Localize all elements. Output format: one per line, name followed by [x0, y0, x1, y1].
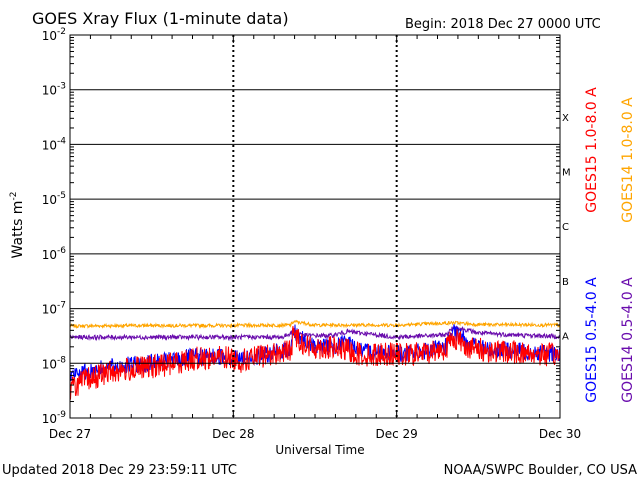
y-tick-label: 10-2	[42, 27, 66, 43]
grid-layer	[70, 35, 560, 418]
chart-title: GOES Xray Flux (1-minute data)	[32, 9, 289, 28]
x-tick-label: Dec 28	[212, 427, 254, 441]
y-axis-label-exponent: -2	[9, 192, 19, 201]
legend-entry: GOES15 1.0-8.0 A	[584, 87, 600, 213]
y-tick-base: 10	[42, 193, 57, 207]
y-tick-base: 10	[42, 84, 57, 98]
y-tick-exponent: -7	[57, 301, 66, 311]
x-tick-label: Dec 27	[49, 427, 91, 441]
y-tick-base: 10	[42, 412, 57, 426]
y-tick-exponent: -2	[57, 27, 66, 37]
flare-class-label: M	[562, 168, 571, 179]
y-tick-label: 10-6	[42, 246, 67, 262]
y-tick-base: 10	[42, 357, 57, 371]
flare-class-label: C	[562, 222, 569, 233]
y-tick-exponent: -3	[57, 82, 66, 92]
y-tick-base: 10	[42, 29, 57, 43]
y-tick-exponent: -8	[57, 355, 66, 365]
flare-class-label: B	[562, 277, 569, 288]
y-tick-exponent: -9	[57, 410, 66, 420]
y-axis-label: Watts m-2	[9, 192, 26, 259]
y-tick-label: 10-3	[42, 82, 66, 98]
y-tick-label: 10-7	[42, 301, 66, 317]
plot-frame	[69, 34, 561, 419]
legend-entry: GOES15 0.5-4.0 A	[584, 277, 600, 403]
legend: GOES15 1.0-8.0 A GOES14 1.0-8.0 A GOES15 0…	[584, 87, 636, 403]
y-axis-label-text: Watts m	[10, 201, 26, 259]
credit-text: NOAA/SWPC Boulder, CO USA	[444, 463, 637, 478]
y-tick-exponent: -6	[57, 246, 66, 256]
flare-class-label: X	[562, 113, 569, 124]
x-tick-label: Dec 30	[539, 427, 581, 441]
legend-entry: GOES14 1.0-8.0 A	[620, 97, 636, 223]
series-line	[69, 325, 561, 342]
updated-timestamp: Updated 2018 Dec 29 23:59:11 UTC	[2, 463, 237, 478]
begin-time: Begin: 2018 Dec 27 0000 UTC	[405, 17, 601, 32]
x-tick-label: Dec 29	[376, 427, 418, 441]
y-tick-label: 10-9	[42, 410, 67, 426]
legend-entry: GOES14 0.5-4.0 A	[620, 277, 636, 403]
y-tick-base: 10	[42, 303, 57, 317]
y-tick-base: 10	[42, 248, 57, 262]
series-line	[69, 319, 561, 329]
y-tick-label: 10-4	[42, 136, 67, 152]
y-tick-base: 10	[42, 138, 57, 152]
y-tick-exponent: -4	[57, 136, 66, 146]
y-tick-exponent: -5	[57, 191, 66, 201]
x-axis-label: Universal Time	[275, 443, 364, 457]
flare-class-label: A	[562, 332, 569, 343]
series-line	[69, 326, 561, 400]
y-tick-label: 10-5	[42, 191, 66, 207]
y-tick-label: 10-8	[42, 355, 67, 371]
series-layer	[69, 319, 561, 400]
